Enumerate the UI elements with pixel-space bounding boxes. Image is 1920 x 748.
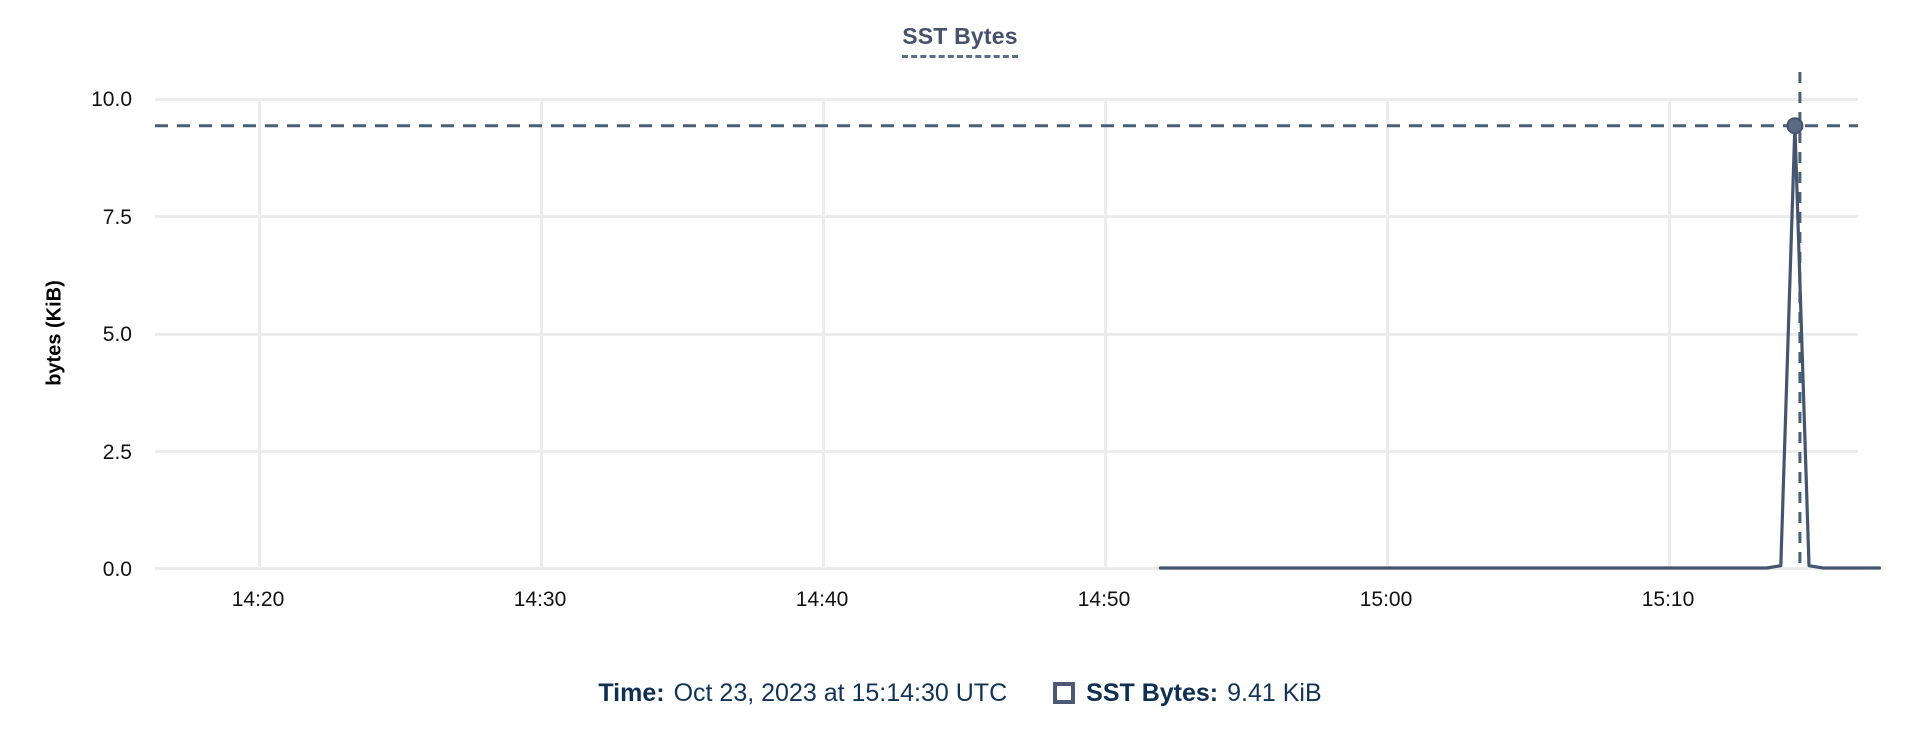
footer-time-label: Time: (598, 679, 665, 707)
legend-swatch-icon (1053, 682, 1076, 704)
legend-series-label: SST Bytes: (1086, 679, 1219, 707)
x-tick-label-1420: 14:20 (231, 588, 285, 611)
gridline-horizontal-10 (155, 98, 1858, 101)
gridline-vertical-1430 (540, 98, 543, 568)
gridline-vertical-1510 (1668, 98, 1671, 568)
chart-title: SST Bytes (0, 22, 1920, 58)
chart-footer: Time: Oct 23, 2023 at 15:14:30 UTC SST B… (0, 676, 1920, 710)
gridline-horizontal-50 (155, 333, 1858, 336)
gridline-vertical-1450 (1104, 98, 1107, 568)
y-tick-label-50: 5.0 (102, 323, 132, 346)
x-tick-label-1500: 15:00 (1359, 588, 1413, 611)
legend-item-sst-bytes[interactable]: SST Bytes: 9.41 KiB (1053, 676, 1322, 710)
gridline-horizontal-25 (155, 450, 1858, 453)
y-tick-label-10: 10.0 (91, 88, 132, 111)
gridline-vertical-1420 (258, 98, 261, 568)
plot-area (155, 98, 1858, 570)
chart-title-text: SST Bytes (902, 22, 1018, 58)
footer-time-value: Oct 23, 2023 at 15:14:30 UTC (673, 679, 1008, 707)
footer-time-group: Time: Oct 23, 2023 at 15:14:30 UTC (598, 676, 1007, 710)
x-tick-label-1440: 14:40 (795, 588, 849, 611)
x-tick-label-1450: 14:50 (1077, 588, 1131, 611)
gridline-horizontal-00 (155, 567, 1858, 570)
y-tick-label-00: 0.0 (102, 558, 132, 581)
x-tick-label-1510: 15:10 (1641, 588, 1695, 611)
gridline-vertical-1440 (822, 98, 825, 568)
legend-series-value: 9.41 KiB (1227, 679, 1322, 707)
x-tick-label-1430: 14:30 (513, 588, 567, 611)
y-tick-label-75: 7.5 (102, 206, 132, 229)
gridline-vertical-1500 (1386, 98, 1389, 568)
gridline-horizontal-75 (155, 215, 1858, 218)
y-tick-label-25: 2.5 (102, 441, 132, 464)
